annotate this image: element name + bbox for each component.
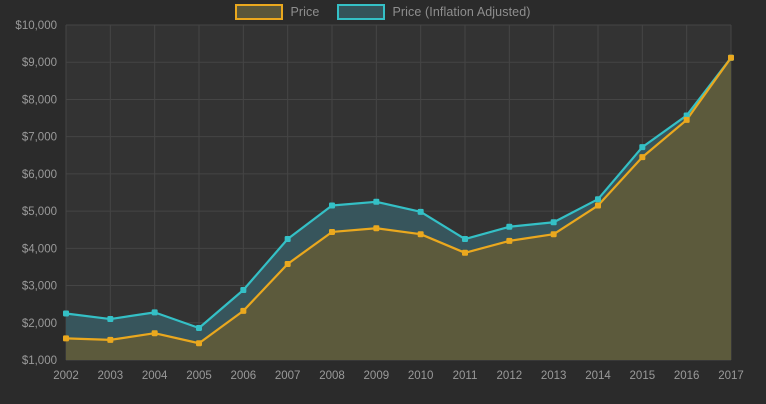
x-axis-tick-label: 2016	[674, 370, 700, 382]
x-axis-labels: 2002 2003 2004 2005 2006 2007 2008 2009 2010 2011…	[53, 370, 744, 382]
series-lines	[64, 56, 733, 345]
x-axis-tick-label: 2008	[319, 370, 345, 382]
x-axis-tick-label: 2005	[186, 370, 212, 382]
chart-legend: Price Price (Inflation Adjusted)	[0, 0, 766, 24]
x-axis-tick-label: 2017	[718, 370, 744, 382]
y-axis-labels: $1,000 $2,000 $3,000 $4,000 $5,000 $6,000 $7,0…	[15, 20, 57, 367]
x-axis-tick-label: 2014	[585, 370, 611, 382]
y-axis-tick-label: $1,000	[22, 355, 57, 367]
legend-label-price: Price	[290, 5, 320, 19]
legend-swatch-price	[235, 4, 284, 20]
x-axis-tick-label: 2012	[497, 370, 523, 382]
x-axis-tick-label: 2004	[142, 370, 168, 382]
x-axis-tick-label: 2011	[453, 370, 478, 382]
series-markers	[63, 54, 734, 347]
x-axis-tick-label: 2007	[275, 370, 301, 382]
x-axis-tick-label: 2010	[408, 370, 434, 382]
y-axis-tick-label: $5,000	[22, 206, 57, 218]
y-axis-tick-label: $2,000	[22, 318, 57, 330]
y-axis-tick-label: $6,000	[22, 169, 57, 181]
legend-item-price-inflation-adjusted[interactable]: Price (Inflation Adjusted)	[337, 4, 530, 20]
legend-swatch-price-inflation-adjusted	[337, 4, 386, 20]
y-axis-tick-label: $4,000	[22, 243, 57, 255]
x-axis-tick-label: 2002	[53, 370, 79, 382]
y-axis-tick-label: $9,000	[22, 57, 57, 69]
series-areas	[66, 57, 731, 360]
y-axis-tick-label: $3,000	[22, 281, 57, 293]
x-axis-tick-label: 2006	[231, 370, 257, 382]
legend-label-price-inflation-adjusted: Price (Inflation Adjusted)	[392, 5, 531, 19]
x-axis-tick-label: 2015	[630, 370, 656, 382]
y-axis-tick-label: $10,000	[15, 20, 57, 32]
y-axis-tick-label: $8,000	[22, 94, 57, 106]
y-axis-tick-label: $7,000	[22, 132, 57, 144]
x-axis-tick-label: 2013	[541, 370, 567, 382]
legend-item-price[interactable]: Price	[235, 4, 319, 20]
x-axis-tick-label: 2003	[98, 370, 124, 382]
x-axis-tick-label: 2009	[364, 370, 390, 382]
